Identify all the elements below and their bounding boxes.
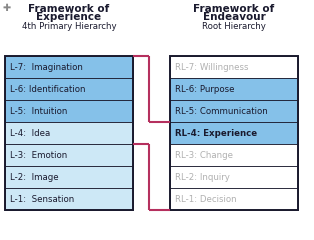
Bar — [170, 144, 298, 166]
Text: RL-6: Purpose: RL-6: Purpose — [175, 84, 235, 94]
Text: Endeavour: Endeavour — [203, 12, 265, 22]
Bar — [5, 78, 133, 100]
Text: L-2:  Image: L-2: Image — [10, 173, 59, 181]
Text: RL-1: Decision: RL-1: Decision — [175, 194, 237, 204]
Text: L-7:  Imagination: L-7: Imagination — [10, 62, 83, 72]
Bar — [170, 188, 298, 210]
Text: RL-3: Change: RL-3: Change — [175, 150, 233, 160]
Text: RL-7: Willingness: RL-7: Willingness — [175, 62, 248, 72]
Bar — [5, 56, 133, 210]
Text: RL-4: Experience: RL-4: Experience — [175, 128, 257, 138]
Bar — [170, 100, 298, 122]
Bar — [5, 122, 133, 144]
Bar — [5, 166, 133, 188]
Bar — [5, 188, 133, 210]
Bar — [170, 56, 298, 78]
Text: L-4:  Idea: L-4: Idea — [10, 128, 50, 138]
Bar — [170, 78, 298, 100]
Text: 4th Primary Hierarchy: 4th Primary Hierarchy — [22, 22, 116, 31]
Text: RL-2: Inquiry: RL-2: Inquiry — [175, 173, 230, 181]
Text: Root Hierarchy: Root Hierarchy — [202, 22, 266, 31]
Text: L-6: Identification: L-6: Identification — [10, 84, 85, 94]
Bar — [5, 56, 133, 78]
Text: L-1:  Sensation: L-1: Sensation — [10, 194, 74, 204]
Bar — [170, 166, 298, 188]
Bar — [5, 100, 133, 122]
Text: Framework of: Framework of — [28, 4, 110, 14]
Text: RL-5: Communication: RL-5: Communication — [175, 107, 268, 115]
Text: Experience: Experience — [36, 12, 101, 22]
Text: Framework of: Framework of — [193, 4, 275, 14]
Bar — [170, 122, 298, 144]
Text: ✚: ✚ — [2, 3, 10, 13]
Text: L-5:  Intuition: L-5: Intuition — [10, 107, 68, 115]
Text: L-3:  Emotion: L-3: Emotion — [10, 150, 67, 160]
Bar — [170, 56, 298, 210]
Bar — [5, 144, 133, 166]
